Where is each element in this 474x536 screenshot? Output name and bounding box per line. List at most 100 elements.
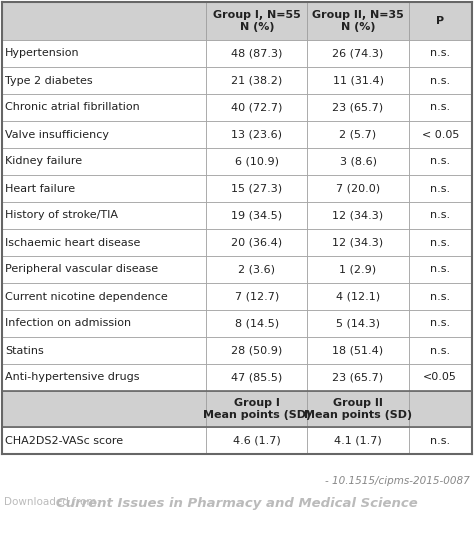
Text: 2 (5.7): 2 (5.7) [339, 130, 376, 139]
Bar [207, 202, 308, 229]
Bar [207, 337, 308, 364]
Text: Group I
Mean points (SD): Group I Mean points (SD) [203, 398, 311, 420]
Text: 26 (74.3): 26 (74.3) [332, 48, 383, 58]
Text: 1 (2.9): 1 (2.9) [339, 264, 376, 274]
Bar [207, 2, 308, 40]
Text: Valve insufficiency: Valve insufficiency [5, 130, 109, 139]
Bar [207, 391, 308, 427]
Bar [409, 175, 472, 202]
Text: 6 (10.9): 6 (10.9) [235, 157, 279, 167]
Bar [207, 283, 308, 310]
Text: <0.05: <0.05 [423, 373, 457, 383]
Text: Group II
Mean points (SD): Group II Mean points (SD) [304, 398, 412, 420]
Bar [409, 121, 472, 148]
Text: Group I, N=55
N (%): Group I, N=55 N (%) [213, 10, 301, 32]
Bar [207, 310, 308, 337]
Bar [207, 256, 308, 283]
Text: Infection on admission: Infection on admission [5, 318, 131, 329]
Bar [409, 337, 472, 364]
Bar [409, 229, 472, 256]
Bar [2, 427, 207, 454]
Text: n.s.: n.s. [430, 318, 450, 329]
Text: n.s.: n.s. [430, 183, 450, 193]
Bar [409, 427, 472, 454]
Text: CHA2DS2-VASc score: CHA2DS2-VASc score [5, 435, 123, 445]
Bar [409, 40, 472, 67]
Text: 4.6 (1.7): 4.6 (1.7) [233, 435, 281, 445]
Text: 12 (34.3): 12 (34.3) [332, 237, 383, 248]
Text: 40 (72.7): 40 (72.7) [231, 102, 283, 113]
Bar [2, 283, 207, 310]
Text: Chronic atrial fibrillation: Chronic atrial fibrillation [5, 102, 140, 113]
Text: 11 (31.4): 11 (31.4) [333, 76, 383, 86]
Bar [308, 148, 409, 175]
Bar [308, 256, 409, 283]
Bar [308, 2, 409, 40]
Text: History of stroke/TIA: History of stroke/TIA [5, 211, 118, 220]
Bar [409, 391, 472, 427]
Text: Statins: Statins [5, 346, 44, 355]
Bar [308, 175, 409, 202]
Text: Peripheral vascular disease: Peripheral vascular disease [5, 264, 158, 274]
Bar [308, 67, 409, 94]
Bar [2, 148, 207, 175]
Text: 5 (14.3): 5 (14.3) [336, 318, 380, 329]
Text: n.s.: n.s. [430, 76, 450, 86]
Bar [308, 310, 409, 337]
Text: 20 (36.4): 20 (36.4) [231, 237, 283, 248]
Bar [308, 202, 409, 229]
Bar [308, 229, 409, 256]
Bar [2, 175, 207, 202]
Bar [207, 148, 308, 175]
Bar [308, 364, 409, 391]
Text: Kidney failure: Kidney failure [5, 157, 82, 167]
Bar [2, 256, 207, 283]
Text: n.s.: n.s. [430, 346, 450, 355]
Text: Anti-hypertensive drugs: Anti-hypertensive drugs [5, 373, 139, 383]
Text: n.s.: n.s. [430, 48, 450, 58]
Bar [2, 310, 207, 337]
Text: Type 2 diabetes: Type 2 diabetes [5, 76, 92, 86]
Text: 18 (51.4): 18 (51.4) [332, 346, 383, 355]
Text: 21 (38.2): 21 (38.2) [231, 76, 283, 86]
Bar [409, 2, 472, 40]
Text: 48 (87.3): 48 (87.3) [231, 48, 283, 58]
Bar [409, 202, 472, 229]
Bar [2, 229, 207, 256]
Bar [207, 67, 308, 94]
Bar [2, 2, 207, 40]
Text: n.s.: n.s. [430, 237, 450, 248]
Bar [2, 364, 207, 391]
Text: 4 (12.1): 4 (12.1) [336, 292, 380, 301]
Text: Current nicotine dependence: Current nicotine dependence [5, 292, 168, 301]
Bar [409, 283, 472, 310]
Text: 15 (27.3): 15 (27.3) [231, 183, 283, 193]
Bar [308, 391, 409, 427]
Text: n.s.: n.s. [430, 435, 450, 445]
Text: 13 (23.6): 13 (23.6) [231, 130, 283, 139]
Bar [308, 427, 409, 454]
Text: - 10.1515/cipms-2015-0087: - 10.1515/cipms-2015-0087 [325, 476, 470, 486]
Text: 19 (34.5): 19 (34.5) [231, 211, 283, 220]
Bar [409, 148, 472, 175]
Bar [207, 94, 308, 121]
Bar [409, 94, 472, 121]
Bar [308, 283, 409, 310]
Text: 8 (14.5): 8 (14.5) [235, 318, 279, 329]
Text: Ischaemic heart disease: Ischaemic heart disease [5, 237, 140, 248]
Text: 23 (65.7): 23 (65.7) [332, 373, 383, 383]
Text: Downloaded from:: Downloaded from: [4, 497, 100, 507]
Bar [409, 256, 472, 283]
Bar [308, 40, 409, 67]
Bar [2, 67, 207, 94]
Bar [207, 364, 308, 391]
Bar [308, 121, 409, 148]
Text: < 0.05: < 0.05 [421, 130, 459, 139]
Text: n.s.: n.s. [430, 211, 450, 220]
Bar [207, 40, 308, 67]
Text: 4.1 (1.7): 4.1 (1.7) [334, 435, 382, 445]
Bar [207, 229, 308, 256]
Text: n.s.: n.s. [430, 102, 450, 113]
Bar [2, 94, 207, 121]
Text: 12 (34.3): 12 (34.3) [332, 211, 383, 220]
